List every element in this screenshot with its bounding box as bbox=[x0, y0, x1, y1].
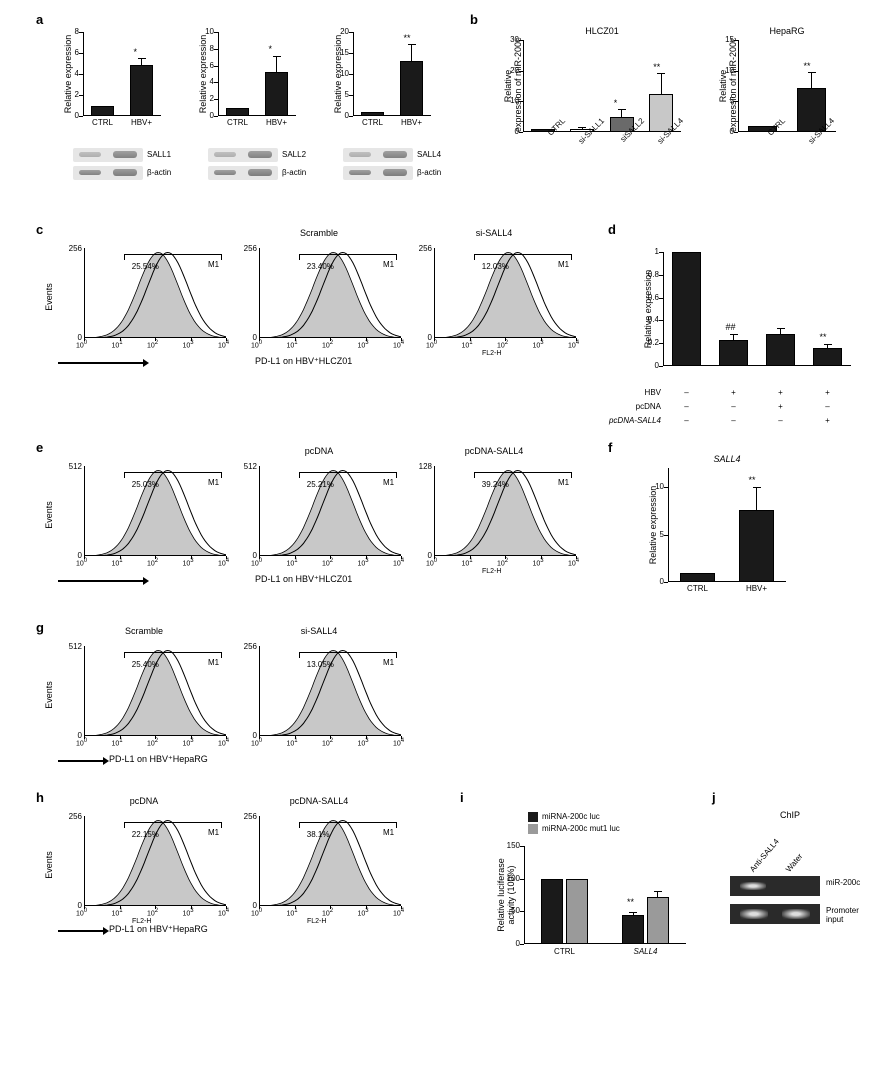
flow-histogram: pcDNA5120100101102103104M125.21% bbox=[235, 460, 403, 570]
flow-histogram: Scramble5120100101102103104M125.40% bbox=[60, 640, 228, 750]
bar-chart: 05101520CTRL**HBV+Relative expression bbox=[325, 22, 435, 132]
bar-chart: 00.20.40.60.81##**Relative expression bbox=[635, 242, 855, 382]
flow-histogram: 5120100101102103104M125.03% bbox=[60, 460, 228, 570]
bar-chart: 0102030CTRLsi-SALL1*siSALL2**si-SALL4Rel… bbox=[495, 30, 685, 170]
bar-chart: 051015CTRL**si-SALL4Relative expression … bbox=[710, 30, 840, 170]
flow-histogram: si-SALL42560100101102103104M112.03% bbox=[410, 242, 578, 352]
flow-histogram: 2560100101102103104M125.54% bbox=[60, 242, 228, 352]
flow-histogram: pcDNA-SALL41280100101102103104M139.24% bbox=[410, 460, 578, 570]
bar-chart: 0246810CTRL*HBV+Relative expression bbox=[190, 22, 300, 132]
flow-histogram: pcDNA-SALL42560100101102103104M138.1% bbox=[235, 810, 403, 920]
bar-chart: 0510CTRL**HBV+Relative expressionSALL4 bbox=[640, 458, 790, 598]
flow-histogram: si-SALL42560100101102103104M113.05% bbox=[235, 640, 403, 750]
flow-histogram: pcDNA2560100101102103104M122.15% bbox=[60, 810, 228, 920]
flow-histogram: Scramble2560100101102103104M123.40% bbox=[235, 242, 403, 352]
bar-chart: 02468CTRL*HBV+Relative expression bbox=[55, 22, 165, 132]
